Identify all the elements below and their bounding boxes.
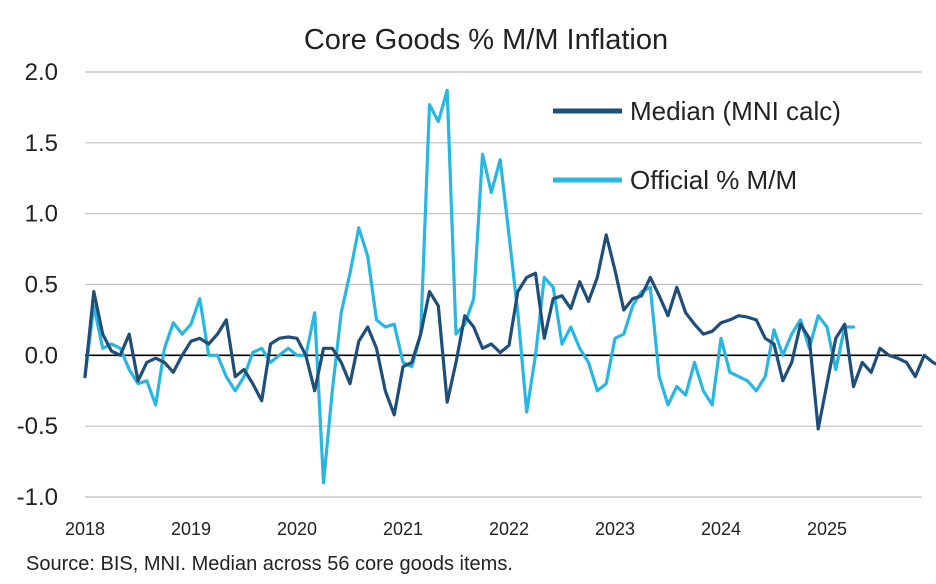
x-tick-label: 2021: [383, 519, 423, 539]
x-tick-label: 2023: [595, 519, 635, 539]
legend: Median (MNI calc) Official % M/M: [553, 96, 841, 195]
y-tick-label: 0.5: [25, 272, 58, 299]
series-line-official: [83, 88, 856, 485]
x-tick-label: 2025: [807, 519, 847, 539]
legend-label-median: Median (MNI calc): [630, 96, 841, 126]
series-line-median: [83, 233, 936, 431]
source-note: Source: BIS, MNI. Median across 56 core …: [26, 553, 513, 575]
x-tick-label: 2018: [65, 519, 105, 539]
y-tick-label: -0.5: [17, 413, 58, 440]
y-tick-label: -1.0: [17, 484, 58, 511]
y-axis-ticks: 2.0 1.5 1.0 0.5 0.0 -0.5 -1.0: [17, 59, 58, 511]
y-tick-label: 0.0: [25, 342, 58, 369]
y-tick-label: 1.0: [25, 201, 58, 228]
x-tick-label: 2019: [171, 519, 211, 539]
x-tick-label: 2020: [277, 519, 317, 539]
grid-lines: [85, 71, 922, 498]
legend-label-official: Official % M/M: [630, 165, 797, 195]
x-axis-ticks: 2018 2019 2020 2021 2022 2023 2024 2025: [65, 519, 847, 539]
chart-title: Core Goods % M/M Inflation: [304, 24, 668, 56]
y-tick-label: 1.5: [25, 130, 58, 157]
y-tick-label: 2.0: [25, 59, 58, 86]
series-lines: [83, 88, 936, 485]
x-tick-label: 2024: [701, 519, 741, 539]
x-tick-label: 2022: [489, 519, 529, 539]
